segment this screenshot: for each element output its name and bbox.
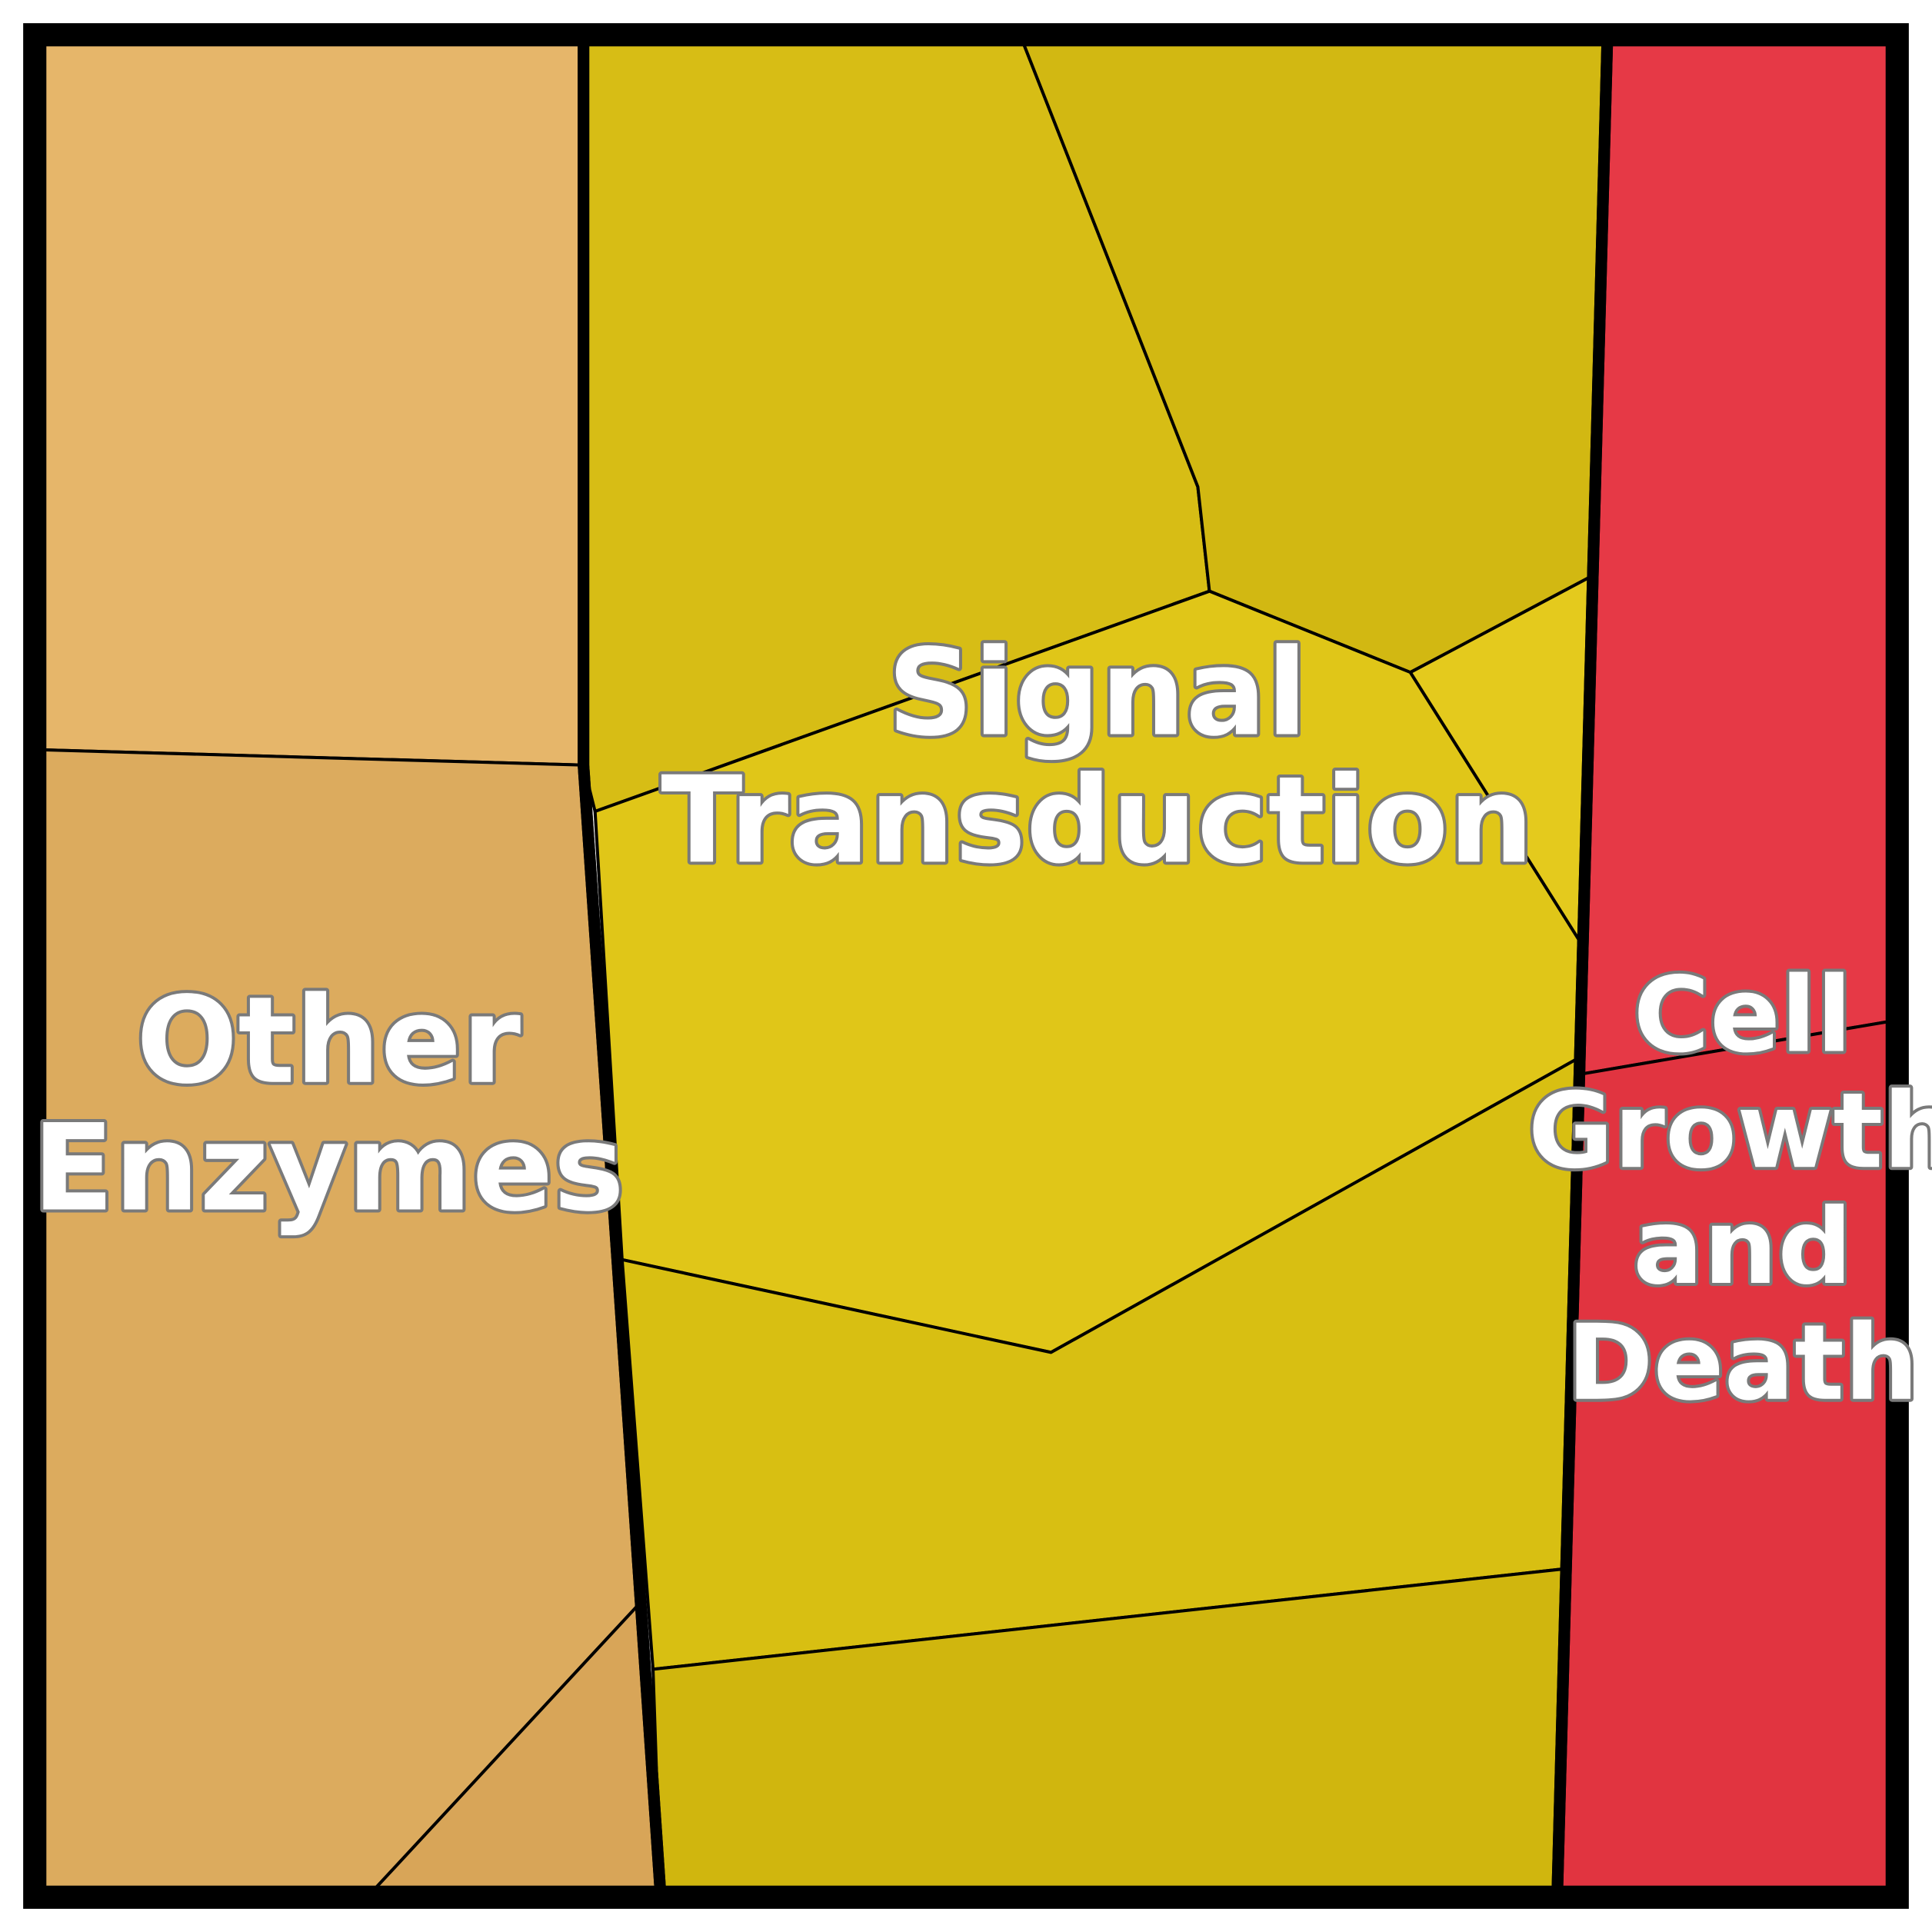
other-enzymes-cell-0 [35, 35, 583, 765]
cell-growth-death-cell-0 [1581, 35, 1897, 1074]
cells-layer [35, 35, 1897, 1897]
voronoi-treemap: OtherEnzymesSignalTransductionCellGrowth… [0, 0, 1932, 1932]
